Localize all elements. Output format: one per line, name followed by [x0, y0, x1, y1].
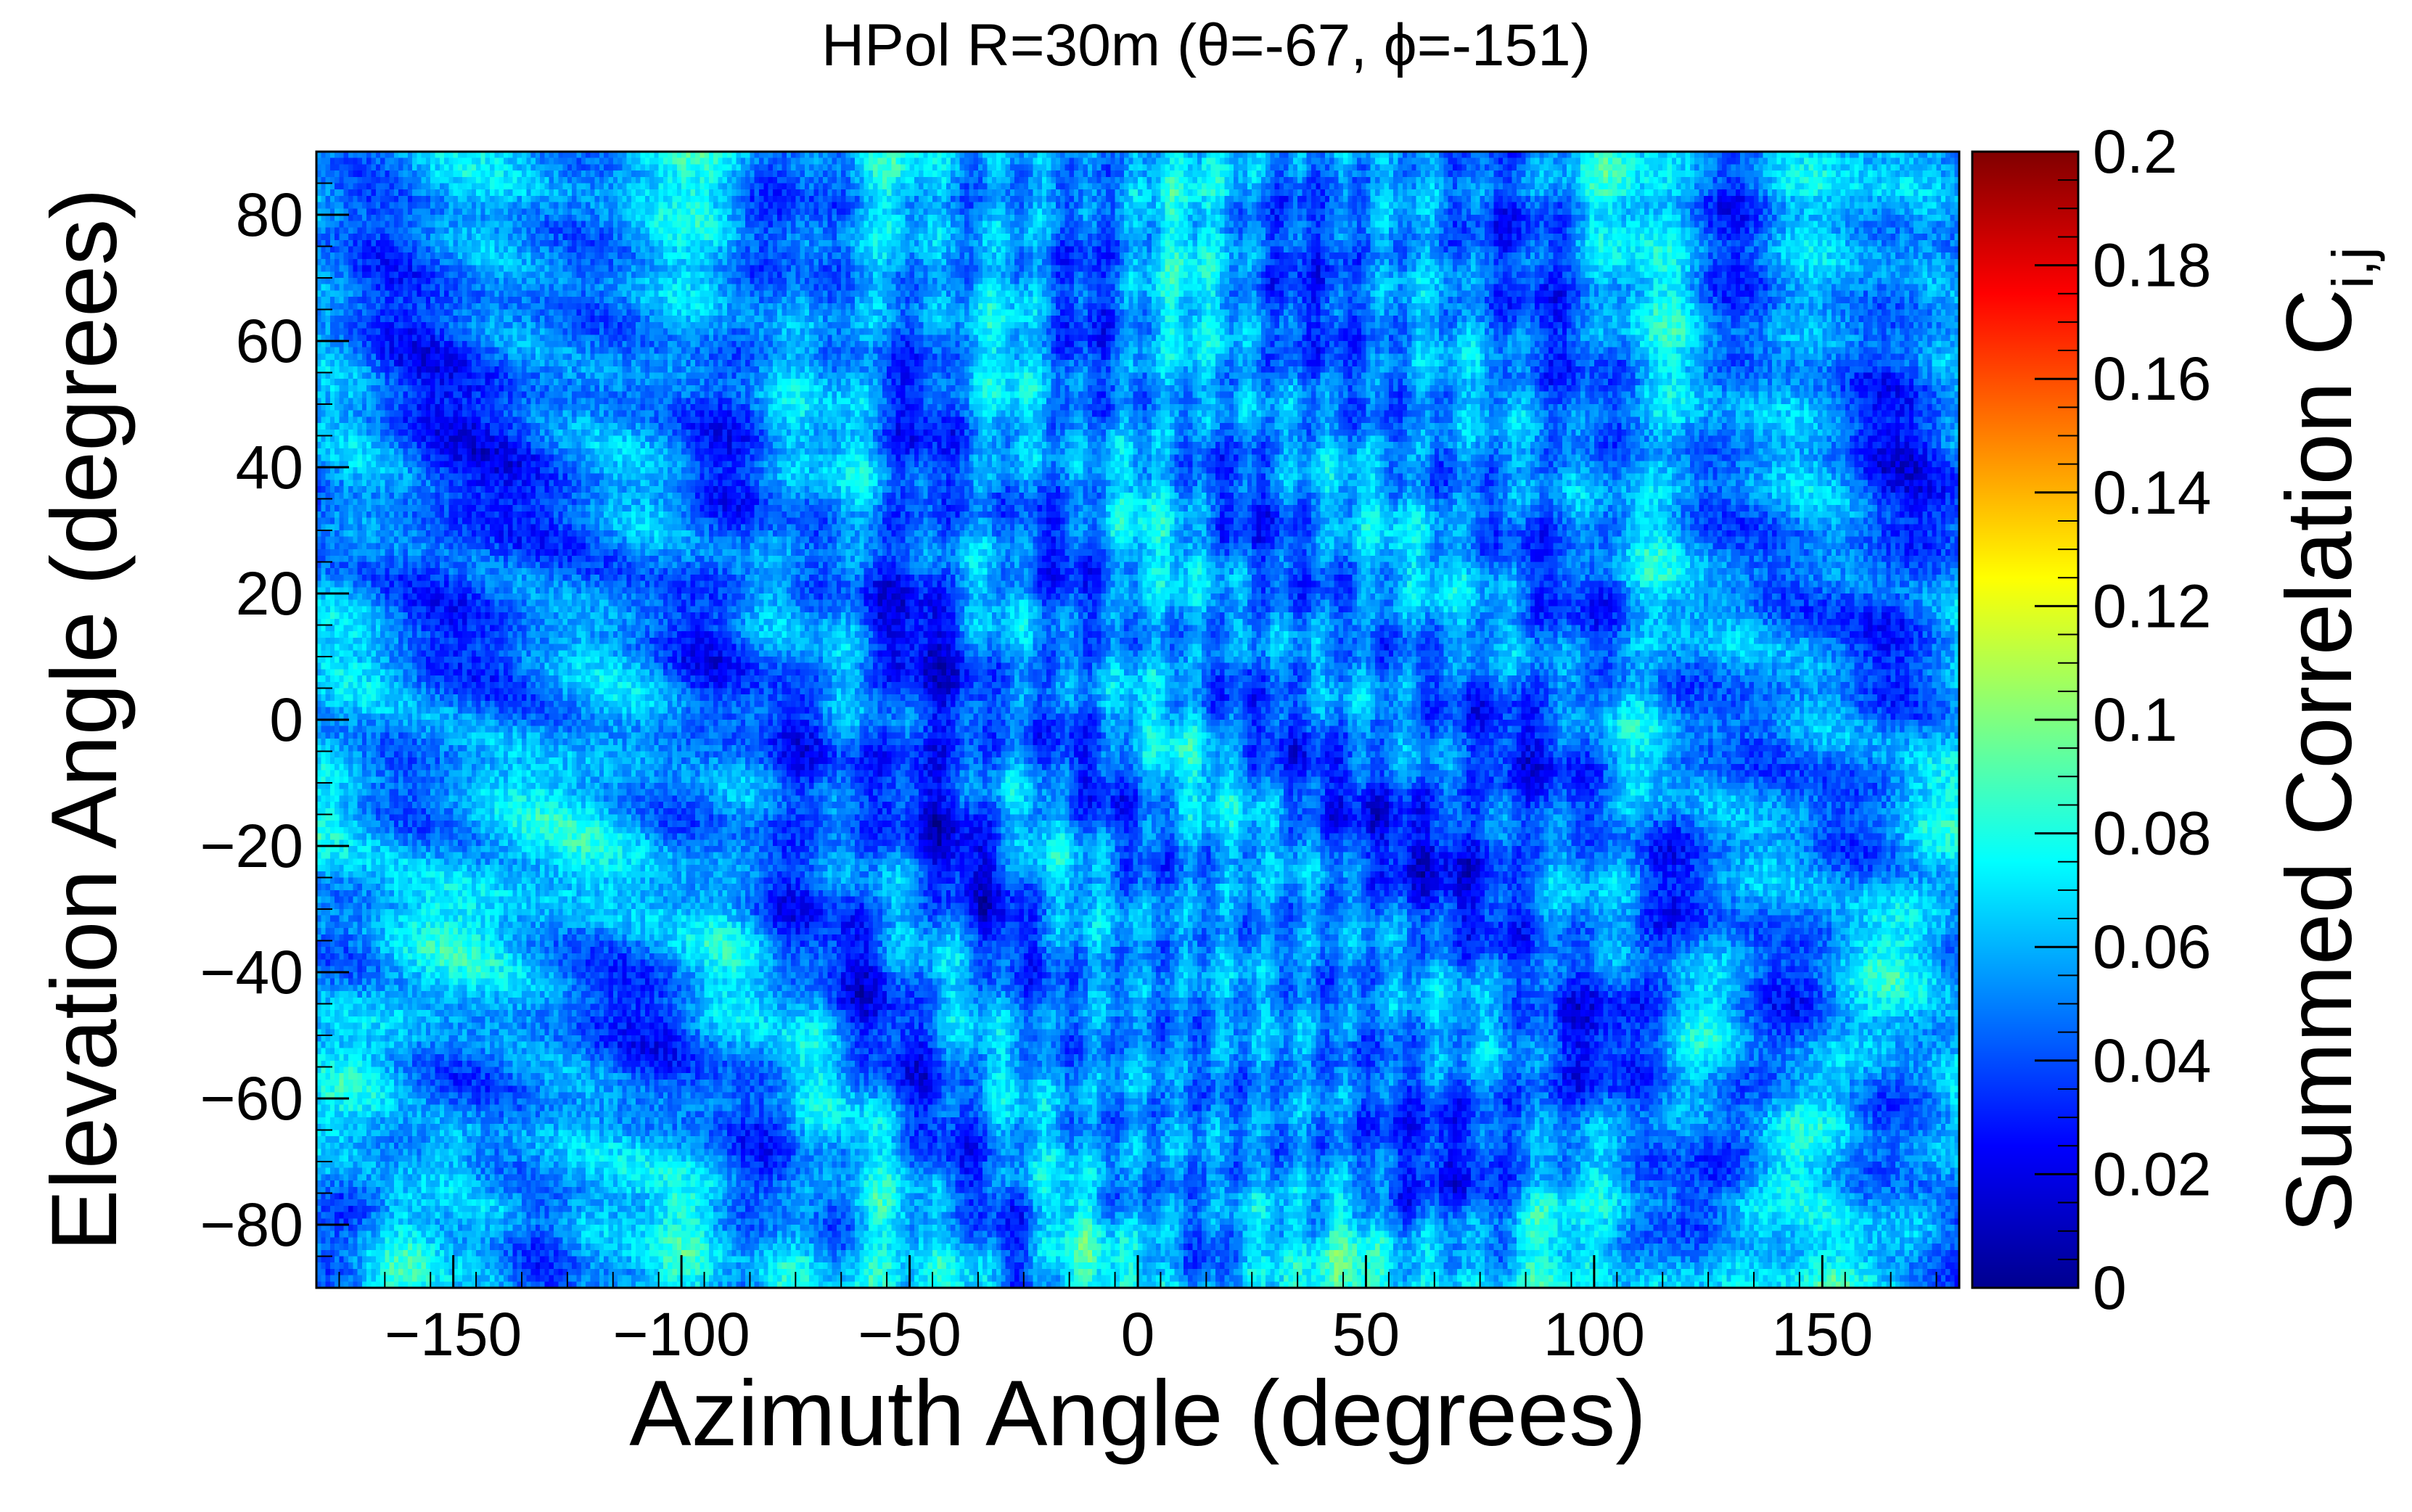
x-tick-label: 50: [1332, 1300, 1400, 1368]
colorbar-ticks: 0 0.02 0.04 0.06 0.08 0.1 0.12 0.14 0.16 0.18 0.2: [2035, 118, 2212, 1322]
y-tick-label: −40: [200, 938, 304, 1006]
y-tick-label: 60: [236, 307, 303, 375]
colorbar-tick-label: 0.1: [2093, 686, 2178, 754]
y-tick-label: −60: [200, 1064, 304, 1133]
y-tick-label: 40: [236, 433, 303, 501]
colorbar-tick-label: 0.16: [2093, 345, 2212, 413]
y-axis: −80 −60 −40 −20 0 20 40 60 80: [200, 151, 349, 1289]
colorbar-tick-label: 0.14: [2093, 459, 2212, 527]
colorbar-tick-label: 0.02: [2093, 1140, 2212, 1208]
y-tick-label: 80: [236, 181, 303, 249]
chart-title: HPol R=30m (θ=-67, ϕ=-151): [821, 12, 1591, 78]
y-tick-label: −20: [200, 812, 304, 880]
colorbar-label-subscript: i,j: [2321, 247, 2385, 289]
x-tick-label: 0: [1121, 1300, 1155, 1368]
y-tick-label: 20: [236, 559, 303, 628]
x-tick-label: −100: [613, 1300, 750, 1368]
heatmap-plot-area: [315, 150, 1961, 1289]
colorbar-tick-label: 0.12: [2093, 572, 2212, 640]
colorbar-label-main: Summed Correlation C: [2268, 289, 2371, 1233]
x-axis: −150 −100 −50 0 50 100 150: [338, 1255, 1937, 1368]
colorbar-tick-label: 0.04: [2093, 1027, 2212, 1095]
colorbar: 0 0.02 0.04 0.06 0.08 0.1 0.12 0.14 0.16 0.18 0.2: [1971, 118, 2212, 1322]
y-tick-label: −80: [200, 1191, 304, 1259]
x-tick-label: 150: [1771, 1300, 1873, 1368]
x-tick-label: −150: [385, 1300, 522, 1368]
colorbar-tick-label: 0.06: [2093, 913, 2212, 981]
x-tick-label: −50: [858, 1300, 961, 1368]
colorbar-tick-label: 0: [2093, 1254, 2127, 1322]
colorbar-tick-label: 0.2: [2093, 118, 2178, 186]
x-axis-label: Azimuth Angle (degrees): [629, 1362, 1646, 1466]
colorbar-label: Summed Correlation Ci,j: [2268, 247, 2385, 1233]
colorbar-tick-label: 0.18: [2093, 231, 2212, 300]
colorbar-tick-label: 0.08: [2093, 800, 2212, 868]
heatmap-cells: [316, 152, 1959, 1288]
x-tick-label: 100: [1543, 1300, 1645, 1368]
y-axis-label: Elevation Angle (degrees): [33, 188, 136, 1252]
y-tick-label: 0: [269, 686, 303, 754]
